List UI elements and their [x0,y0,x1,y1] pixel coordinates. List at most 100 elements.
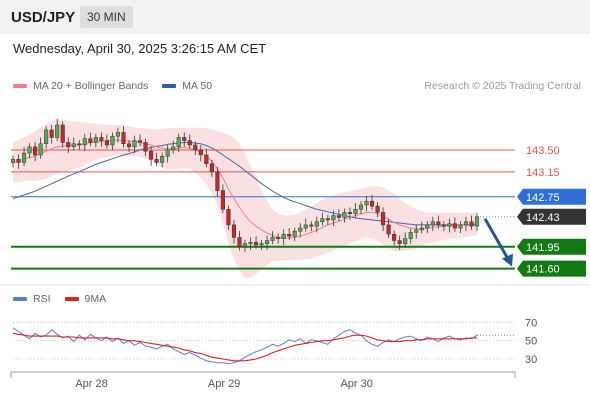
candle-body [82,138,87,146]
candle-body [430,221,435,226]
candle-body [38,143,43,156]
candle-body [386,224,391,235]
candle-body [182,137,187,141]
candle-body [132,140,137,148]
candle-body [55,124,60,138]
candle-body [369,200,375,207]
x-tick-label: Apr 28 [75,378,107,390]
candle-body [242,243,248,248]
candle-body [99,137,104,141]
rsi-tick-label: 50 [525,336,537,348]
candle-body [452,223,457,229]
candle-body [204,154,209,164]
candle-body [66,142,71,148]
rsi-ma9-line [12,332,477,362]
price-legend: MA 20 + Bollinger Bands MA 50 [13,80,212,92]
candle-body [303,224,308,229]
rsi-ma9-swatch [64,297,79,301]
candle-body [342,212,347,218]
candle-body [231,224,237,238]
candle-body [447,223,452,227]
candle-body [115,132,121,137]
level-tag-bg [517,208,586,225]
candle-body [474,216,480,227]
candle-body [143,142,148,152]
candle-body [325,218,330,221]
level-label-141.95: 141.95 [517,238,586,255]
candle-body [276,237,281,239]
candle-body [320,218,325,223]
candle-body [209,163,214,173]
candle-body [265,240,270,244]
projection-arrow-shaft [483,218,511,262]
candle-body [331,215,336,221]
candle-body [414,229,419,233]
candle-body [436,221,441,226]
candle-body [292,230,297,237]
candle-body [408,232,413,239]
candle-body [298,227,303,232]
candle-body [154,159,159,163]
level-tag-text: 141.60 [526,264,560,276]
candle-body [126,143,132,148]
candle-body [419,227,424,231]
rsi-ma9-legend-label: 9MA [84,293,107,305]
rsi-legend-label: RSI [33,293,51,305]
candle-body [347,212,353,214]
level-tag-bg [517,260,586,277]
level-tag-text: 143.50 [526,145,560,157]
rsi-line [12,327,478,365]
symbol-title: USD/JPY [11,9,76,26]
level-label-141.60: 141.60 [517,260,586,277]
timeframe-badge[interactable]: 30 MIN [80,6,133,28]
candle-body [397,240,402,244]
candle-body [281,234,286,239]
candle-body [314,221,319,227]
candle-body [441,224,446,227]
candle-body [27,146,32,154]
candle-body [16,159,21,163]
level-tag-text: 142.75 [526,192,560,204]
candle-body [60,124,65,143]
candle-body [358,204,364,210]
candle-body [364,200,369,206]
candle-body [270,237,275,241]
candle-body [160,155,165,163]
x-tick-label: Apr 29 [208,378,240,390]
candle-body [215,171,220,191]
candle-body [198,149,203,156]
candle-body [110,135,115,146]
candle-body [149,150,154,160]
level-tag-text: 141.95 [526,242,560,254]
candle-body [49,129,54,138]
candle-body [10,159,16,163]
level-tag-bg [517,238,586,255]
research-credit: Research © 2025 Trading Central [424,80,581,92]
candle-body [458,224,463,229]
ma50-legend-label: MA 50 [182,80,213,92]
level-tag-bg [517,188,586,205]
ma50-swatch [162,84,177,88]
level-tag-text: 142.43 [526,212,560,224]
ma20-swatch [13,84,27,88]
candle-body [220,190,225,210]
candle-body [237,237,242,248]
level-label-143.15: 143.15 [526,167,560,179]
ma20-legend-label: MA 20 + Bollinger Bands [33,80,149,92]
rsi-legend: RSI 9MA [13,293,106,305]
candle-body [33,146,38,156]
level-tag-text: 143.15 [526,167,560,179]
candle-body [336,215,341,218]
x-tick-label: Apr 30 [340,378,372,390]
chart-header: USD/JPY 30 MIN [0,0,590,34]
candle-body [165,149,170,157]
projection-arrow-head [502,253,513,267]
candle-body [187,140,192,146]
candle-body [226,209,231,226]
candle-body [375,205,380,213]
candle-body [253,242,259,246]
candle-body [309,224,314,227]
candle-body [287,234,292,237]
candle-body [381,212,386,226]
